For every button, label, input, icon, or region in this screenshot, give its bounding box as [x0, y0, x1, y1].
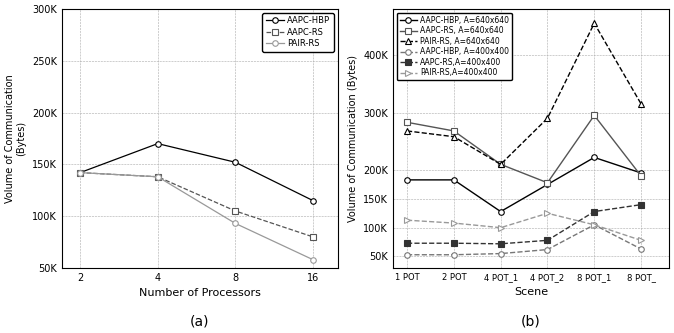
- Y-axis label: Volume of Communication (Bytes): Volume of Communication (Bytes): [348, 55, 358, 222]
- AAPC-HBP: [154, 142, 162, 146]
- AAPC-HBP, A=400x400: [590, 223, 599, 227]
- PAIR-RS: [231, 221, 239, 225]
- AAPC-HBP, A=640x640: [403, 178, 411, 182]
- PAIR-RS, A=640x640: [403, 129, 411, 133]
- PAIR-RS,A=400x400: [450, 221, 458, 225]
- AAPC-HBP, A=400x400: [543, 247, 551, 251]
- X-axis label: Scene: Scene: [514, 287, 548, 297]
- AAPC-HBP, A=640x640: [543, 182, 551, 186]
- AAPC-RS: [76, 170, 84, 174]
- AAPC-RS, A=640x640: [590, 114, 599, 118]
- Text: (a): (a): [190, 315, 210, 329]
- PAIR-RS, A=640x640: [590, 21, 599, 25]
- PAIR-RS,A=400x400: [543, 211, 551, 215]
- AAPC-HBP: [231, 160, 239, 164]
- Text: (b): (b): [521, 315, 541, 329]
- Line: AAPC-HBP, A=640x640: AAPC-HBP, A=640x640: [404, 155, 644, 214]
- AAPC-HBP, A=640x640: [590, 156, 599, 160]
- Legend: AAPC-HBP, AAPC-RS, PAIR-RS: AAPC-HBP, AAPC-RS, PAIR-RS: [262, 13, 334, 52]
- AAPC-HBP, A=640x640: [450, 178, 458, 182]
- Legend: AAPC-HBP, A=640x640, AAPC-RS, A=640x640, PAIR-RS, A=640x640, AAPC-HBP, A=400x400: AAPC-HBP, A=640x640, AAPC-RS, A=640x640,…: [397, 13, 512, 81]
- AAPC-RS,A=400x400: [497, 242, 505, 246]
- X-axis label: Number of Processors: Number of Processors: [139, 288, 261, 298]
- AAPC-HBP: [309, 198, 317, 202]
- Line: AAPC-RS,A=400x400: AAPC-RS,A=400x400: [404, 202, 644, 246]
- PAIR-RS, A=640x640: [543, 116, 551, 120]
- PAIR-RS, A=640x640: [497, 162, 505, 166]
- AAPC-HBP, A=640x640: [497, 209, 505, 213]
- AAPC-RS, A=640x640: [450, 129, 458, 133]
- Line: AAPC-RS, A=640x640: AAPC-RS, A=640x640: [404, 113, 644, 185]
- AAPC-RS: [154, 175, 162, 179]
- AAPC-RS,A=400x400: [637, 203, 645, 207]
- AAPC-HBP, A=400x400: [403, 253, 411, 257]
- PAIR-RS,A=400x400: [590, 223, 599, 227]
- AAPC-HBP: [76, 170, 84, 174]
- PAIR-RS, A=640x640: [450, 135, 458, 139]
- AAPC-RS,A=400x400: [403, 241, 411, 245]
- Line: AAPC-HBP, A=400x400: AAPC-HBP, A=400x400: [404, 222, 644, 257]
- Line: AAPC-HBP: AAPC-HBP: [78, 141, 316, 203]
- AAPC-RS, A=640x640: [497, 162, 505, 166]
- PAIR-RS: [309, 258, 317, 262]
- Line: PAIR-RS, A=640x640: PAIR-RS, A=640x640: [404, 20, 644, 167]
- AAPC-HBP, A=400x400: [637, 247, 645, 251]
- PAIR-RS,A=400x400: [637, 238, 645, 242]
- PAIR-RS,A=400x400: [403, 218, 411, 222]
- AAPC-HBP, A=400x400: [497, 252, 505, 256]
- PAIR-RS,A=400x400: [497, 226, 505, 230]
- AAPC-HBP, A=400x400: [450, 253, 458, 257]
- PAIR-RS: [154, 175, 162, 179]
- Line: PAIR-RS,A=400x400: PAIR-RS,A=400x400: [404, 210, 644, 243]
- AAPC-RS: [231, 209, 239, 213]
- Line: AAPC-RS: AAPC-RS: [78, 170, 316, 240]
- AAPC-RS,A=400x400: [590, 209, 599, 213]
- Y-axis label: Volume of Communication
(Bytes): Volume of Communication (Bytes): [5, 74, 26, 203]
- PAIR-RS: [76, 170, 84, 174]
- AAPC-RS, A=640x640: [543, 181, 551, 185]
- AAPC-RS, A=640x640: [403, 120, 411, 124]
- PAIR-RS, A=640x640: [637, 102, 645, 106]
- AAPC-RS: [309, 235, 317, 239]
- Line: PAIR-RS: PAIR-RS: [78, 170, 316, 262]
- AAPC-RS,A=400x400: [450, 241, 458, 245]
- AAPC-HBP, A=640x640: [637, 171, 645, 175]
- AAPC-RS, A=640x640: [637, 174, 645, 178]
- AAPC-RS,A=400x400: [543, 238, 551, 242]
